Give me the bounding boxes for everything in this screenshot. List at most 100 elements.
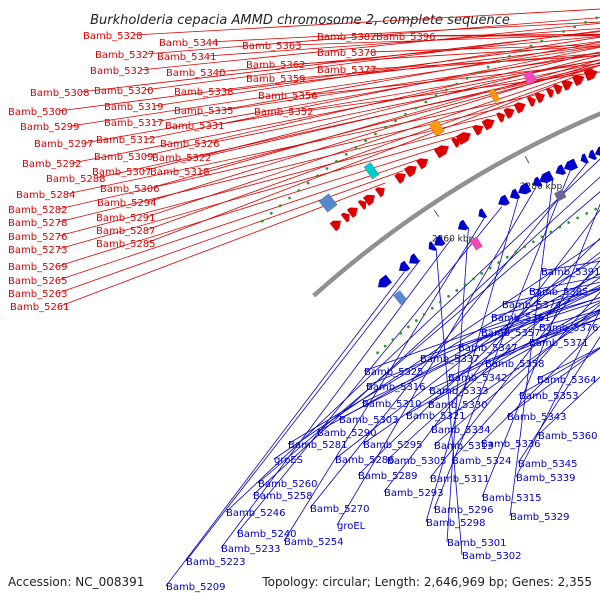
reverse-gene-arrow [478, 208, 488, 219]
reverse-gene-label: Bamb_5343 [507, 412, 567, 423]
gc-dot [540, 235, 544, 239]
forward-gene-label: Bamb_5308 [30, 88, 90, 99]
gc-dot [585, 211, 589, 215]
gc-dot [260, 219, 264, 223]
reverse-gene-label: Bamb_5233 [221, 544, 281, 555]
leader-line [304, 71, 600, 112]
forward-gene-arrow [545, 87, 554, 98]
tick-label: 2260 kbp [432, 234, 475, 244]
reverse-gene-label: Bamb_5361 [491, 313, 551, 324]
gc-dot [414, 106, 417, 110]
leader-line [357, 237, 600, 476]
gc-dot [576, 216, 580, 220]
gc-dot [354, 146, 358, 149]
gc-dot [364, 139, 368, 143]
gc-dot [384, 125, 387, 129]
leader-line [144, 51, 600, 157]
leader-line [383, 209, 600, 493]
gc-dot [414, 319, 418, 322]
forward-gene-arrow [346, 207, 358, 218]
gc-dot [567, 221, 571, 224]
leader-line [367, 55, 600, 70]
forward-gene-arrow [394, 173, 406, 184]
forward-gene-label: Bamb_5284 [16, 190, 76, 201]
forward-gene-arrow [496, 112, 505, 123]
tick-mark [524, 155, 530, 164]
forward-gene-arrow [403, 165, 417, 178]
reverse-gene-arrow [532, 176, 543, 187]
reverse-gene-label: Bamb_5293 [384, 488, 444, 499]
gc-dot [488, 266, 492, 270]
leader-line [165, 271, 405, 587]
forward-gene-label: Bamb_5288 [46, 174, 106, 185]
reverse-gene-label: Bamb_5334 [431, 425, 491, 436]
gc-dot [394, 119, 397, 123]
leader-line [517, 336, 600, 464]
reverse-gene-label: Bamb_5376 [539, 323, 599, 334]
forward-gene-label: Bamb_5363 [242, 41, 302, 52]
reverse-gene-arrow [398, 260, 411, 272]
leader-line [220, 237, 453, 549]
reverse-gene-label: Bamb_5296 [434, 505, 494, 516]
forward-gene-label: Bamb_5263 [8, 289, 68, 300]
reverse-gene-arrow [434, 235, 446, 246]
leader-line [80, 31, 600, 93]
reverse-gene-label: Bamb_5302 [462, 551, 522, 562]
forward-gene-label: Bamb_5300 [8, 107, 68, 118]
leader-line [96, 68, 594, 179]
reverse-gene-label: Bamb_5295 [363, 440, 423, 451]
reverse-gene-label: Bamb_5286 [335, 455, 395, 466]
gc-dot [584, 20, 588, 24]
forward-gene-arrow [481, 118, 495, 131]
gc-dot [438, 300, 442, 304]
forward-gene-label: Bamb_5312 [96, 135, 156, 146]
forward-gene-label: Bamb_5273 [8, 245, 68, 256]
leader-line [367, 44, 600, 53]
gc-dot [529, 44, 533, 48]
gc-dot [269, 211, 273, 215]
reverse-gene-label: Bamb_5311 [430, 474, 490, 485]
leader-line [287, 256, 600, 445]
reverse-gene-label: Bamb_5301 [447, 538, 507, 549]
feature-block [318, 193, 338, 213]
forward-gene-label: Bamb_5323 [90, 66, 150, 77]
leader-line [426, 35, 600, 37]
leader-line [70, 46, 600, 127]
leader-line [296, 53, 600, 79]
forward-gene-arrow [374, 187, 385, 198]
reverse-gene-label: Bamb_5333 [429, 386, 489, 397]
reverse-gene-label: groEL [337, 521, 366, 532]
gc-dot [424, 100, 428, 104]
leader-line [58, 135, 459, 250]
reverse-gene-arrow [509, 188, 521, 200]
gc-dot [422, 312, 426, 316]
gc-dot [407, 325, 410, 329]
reverse-gene-label: Bamb_5329 [510, 512, 570, 523]
reverse-gene-label: Bamb_5316 [366, 382, 426, 393]
forward-gene-label: Bamb_5276 [8, 232, 68, 243]
gc-dot [325, 167, 329, 170]
gc-dot [518, 49, 522, 53]
leader-line [145, 17, 600, 55]
forward-gene-label: Bamb_5261 [10, 302, 70, 313]
reverse-gene-arrow [539, 170, 554, 184]
forward-gene-label: Bamb_5278 [8, 218, 68, 229]
forward-gene-label: Bamb_5294 [97, 198, 157, 209]
forward-gene-arrow [583, 69, 598, 81]
feature-block [363, 162, 380, 180]
leader-line [216, 35, 600, 73]
gc-dot [480, 272, 484, 275]
reverse-gene-label: Bamb_5337 [420, 354, 480, 365]
leader-line [146, 64, 600, 218]
reverse-gene-label: Bamb_5330 [428, 400, 488, 411]
tick-mark [433, 209, 440, 218]
reverse-gene-label: Bamb_5305 [387, 456, 447, 467]
reverse-gene-label: Bamb_5223 [186, 557, 246, 568]
forward-gene-label: Bamb_5378 [317, 48, 377, 59]
leader-line [433, 304, 600, 446]
forward-gene-label: Bamb_5356 [258, 91, 318, 102]
leader-line [316, 273, 600, 433]
leader-line [435, 248, 463, 556]
